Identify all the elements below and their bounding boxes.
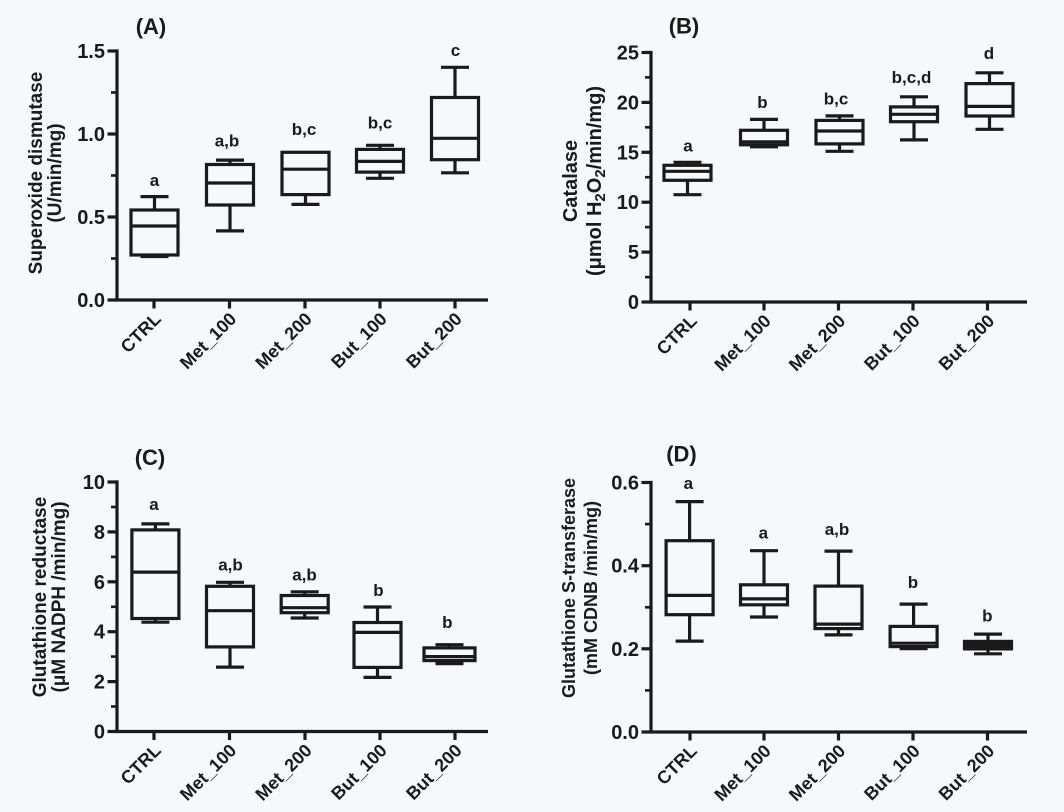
- svg-text:6: 6: [94, 572, 105, 594]
- svg-text:(mM CDNB /min/mg): (mM CDNB /min/mg): [581, 501, 601, 675]
- svg-text:b,c,d: b,c,d: [892, 68, 932, 87]
- svg-text:b: b: [373, 581, 383, 600]
- svg-text:a: a: [759, 524, 769, 543]
- svg-text:(U/min/mg): (U/min/mg): [45, 123, 66, 222]
- svg-text:0.2: 0.2: [611, 639, 639, 661]
- svg-text:Superoxide dismutase: Superoxide dismutase: [26, 72, 47, 275]
- svg-text:b,c: b,c: [368, 114, 393, 133]
- svg-text:d: d: [984, 44, 994, 63]
- svg-text:b: b: [442, 613, 452, 632]
- svg-text:a,b: a,b: [218, 556, 243, 575]
- svg-text:0.0: 0.0: [77, 290, 105, 312]
- svg-text:a: a: [683, 137, 693, 156]
- svg-text:a,b: a,b: [825, 520, 850, 539]
- svg-text:0: 0: [94, 722, 105, 744]
- svg-text:c: c: [451, 41, 460, 60]
- svg-text:a: a: [150, 171, 160, 190]
- svg-text:25: 25: [617, 43, 639, 65]
- svg-text:5: 5: [628, 242, 639, 264]
- svg-text:Glutathione reductase: Glutathione reductase: [30, 497, 51, 698]
- svg-text:a: a: [149, 495, 159, 514]
- svg-text:(A): (A): [136, 14, 167, 39]
- svg-text:20: 20: [617, 92, 639, 114]
- svg-text:b: b: [757, 93, 767, 112]
- svg-text:10: 10: [617, 192, 639, 214]
- svg-text:(D): (D): [666, 442, 697, 467]
- svg-text:0.6: 0.6: [611, 473, 639, 495]
- svg-text:8: 8: [94, 522, 105, 544]
- svg-text:1.0: 1.0: [77, 124, 105, 146]
- svg-text:b: b: [908, 573, 918, 592]
- svg-text:2: 2: [94, 672, 105, 694]
- svg-text:0.0: 0.0: [611, 722, 639, 744]
- svg-text:0: 0: [628, 292, 639, 314]
- svg-text:15: 15: [617, 142, 639, 164]
- svg-text:4: 4: [94, 622, 106, 644]
- svg-text:0.4: 0.4: [611, 556, 640, 578]
- svg-text:Glutathione S-transferase: Glutathione S-transferase: [559, 478, 579, 698]
- svg-text:(C): (C): [135, 445, 166, 470]
- svg-text:10: 10: [83, 472, 105, 494]
- svg-text:b,c: b,c: [824, 90, 849, 109]
- svg-text:a,b: a,b: [292, 566, 317, 585]
- svg-text:b: b: [982, 606, 992, 625]
- svg-text:(μmol H2O2/min/mg): (μmol H2O2/min/mg): [584, 86, 609, 276]
- svg-text:Catalase: Catalase: [560, 140, 582, 222]
- svg-text:a,b: a,b: [215, 132, 240, 151]
- svg-text:0.5: 0.5: [77, 207, 105, 229]
- svg-text:a: a: [684, 474, 694, 493]
- svg-text:1.5: 1.5: [77, 41, 105, 63]
- svg-text:b,c: b,c: [292, 120, 317, 139]
- svg-text:(μM NADPH /min/mg): (μM NADPH /min/mg): [49, 501, 70, 692]
- svg-text:(B): (B): [669, 14, 700, 39]
